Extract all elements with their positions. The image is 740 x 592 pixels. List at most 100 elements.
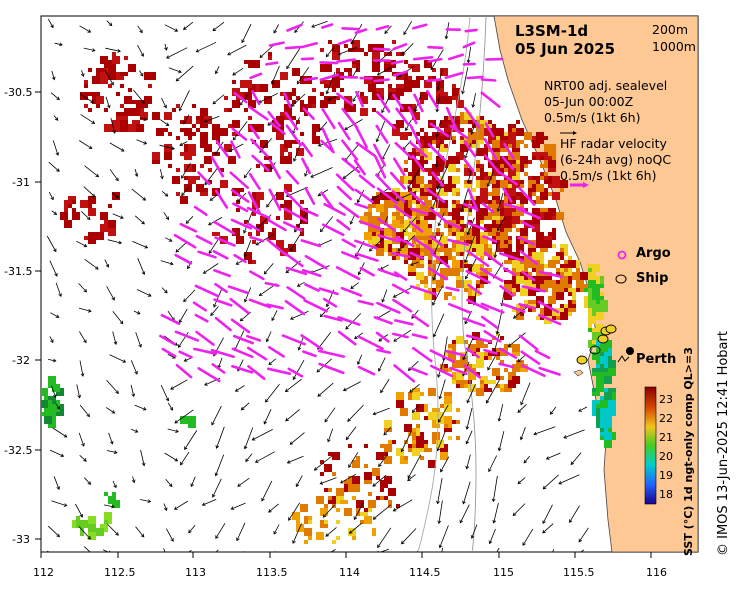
sst-pixel bbox=[456, 100, 464, 108]
sealevel-vector bbox=[136, 139, 147, 145]
sst-pixel bbox=[452, 88, 460, 96]
hf-radar-vector bbox=[429, 235, 443, 247]
sst-pixel bbox=[148, 84, 152, 88]
sst-pixel bbox=[352, 40, 360, 48]
sst-pixel bbox=[568, 292, 572, 296]
sealevel-vector bbox=[412, 405, 419, 413]
hf-radar-vector bbox=[354, 28, 368, 35]
sst-pixel bbox=[360, 512, 364, 516]
sst-pixel bbox=[516, 196, 520, 200]
sealevel-vector bbox=[106, 379, 119, 394]
sst-pixel bbox=[496, 376, 500, 380]
sst-pixel bbox=[556, 284, 564, 292]
sealevel-vector bbox=[273, 24, 279, 34]
hf-radar-vector bbox=[341, 139, 359, 161]
sst-pixel bbox=[500, 384, 504, 388]
sst-pixel bbox=[276, 132, 284, 140]
sst-pixel bbox=[276, 116, 284, 124]
sst-pixel bbox=[108, 496, 116, 504]
sst-pixel bbox=[468, 220, 472, 224]
hf-radar-vector bbox=[335, 266, 361, 281]
sst-pixel bbox=[276, 192, 284, 200]
sst-pixel bbox=[180, 196, 188, 204]
sst-pixel bbox=[608, 360, 616, 368]
hf-radar-vector bbox=[520, 350, 541, 365]
sealevel-vector-head bbox=[497, 418, 502, 422]
hf-radar-vector bbox=[340, 251, 360, 260]
hf-radar-vector bbox=[412, 55, 434, 61]
sealevel-vector-head bbox=[105, 263, 110, 268]
sealevel-vector bbox=[340, 553, 358, 563]
sst-pixel bbox=[468, 128, 472, 132]
sealevel-note-line2: 05-Jun 00:00Z bbox=[544, 94, 634, 109]
hf-radar-vector bbox=[300, 239, 322, 248]
sst-pixel bbox=[420, 216, 424, 220]
sealevel-vector bbox=[372, 474, 387, 487]
sst-pixel bbox=[332, 452, 340, 460]
sealevel-vector-head bbox=[436, 185, 440, 190]
sealevel-vector bbox=[290, 310, 309, 320]
sst-pixel bbox=[504, 280, 508, 284]
hf-radar-vector bbox=[466, 249, 490, 268]
sst-pixel bbox=[324, 520, 328, 524]
sst-pixel bbox=[276, 124, 284, 132]
sealevel-vector-head bbox=[464, 155, 468, 159]
hf-radar-vector bbox=[210, 156, 225, 178]
sst-pixel bbox=[452, 176, 460, 184]
sst-pixel bbox=[108, 84, 112, 88]
sst-pixel bbox=[516, 276, 524, 284]
sst-pixel bbox=[408, 392, 412, 396]
sealevel-vector-head bbox=[464, 275, 469, 280]
hf-radar-vector bbox=[538, 366, 561, 376]
sealevel-vector-head bbox=[507, 343, 512, 348]
sst-pixel bbox=[416, 76, 420, 80]
sealevel-vector bbox=[317, 382, 334, 397]
y-tick-label: -32 bbox=[12, 354, 30, 367]
sst-pixel bbox=[52, 416, 56, 420]
sst-pixel bbox=[588, 312, 592, 316]
sealevel-vector bbox=[202, 499, 217, 506]
sealevel-vector-head bbox=[112, 130, 116, 134]
sst-pixel bbox=[444, 444, 448, 448]
sealevel-vector bbox=[377, 527, 392, 548]
sst-pixel bbox=[544, 208, 548, 212]
sst-pixel bbox=[524, 280, 532, 288]
hf-radar-vector bbox=[427, 143, 447, 162]
sealevel-vector-head bbox=[517, 555, 520, 558]
sst-pixel bbox=[296, 148, 304, 156]
sealevel-vector-head bbox=[90, 99, 94, 103]
sst-pixel bbox=[388, 488, 396, 496]
hf-radar-vector bbox=[194, 284, 219, 298]
sst-pixel bbox=[440, 272, 448, 280]
sealevel-vector bbox=[111, 192, 119, 199]
sealevel-vector bbox=[166, 47, 188, 59]
sst-pixel bbox=[44, 408, 48, 412]
sealevel-vector-head bbox=[345, 326, 349, 330]
hf-radar-vector bbox=[247, 346, 268, 361]
hf-radar-vector bbox=[304, 254, 328, 270]
sst-pixel bbox=[268, 232, 276, 240]
sst-pixel bbox=[440, 120, 448, 128]
sealevel-vector bbox=[167, 402, 173, 411]
hf-radar-vector bbox=[193, 347, 217, 356]
sst-pixel bbox=[456, 200, 460, 204]
sst-pixel bbox=[492, 380, 496, 384]
sealevel-vector bbox=[168, 67, 182, 73]
sealevel-vector bbox=[215, 454, 225, 476]
sealevel-vector-head bbox=[259, 54, 264, 59]
sealevel-vector-head bbox=[319, 228, 324, 233]
sealevel-vector-head bbox=[178, 69, 182, 74]
sealevel-vector-head bbox=[63, 503, 68, 507]
sst-pixel bbox=[452, 248, 456, 252]
hf-radar-vector bbox=[302, 107, 315, 120]
sst-pixel bbox=[540, 252, 544, 256]
sealevel-vector bbox=[161, 190, 168, 197]
hf-radar-vector bbox=[467, 188, 479, 212]
sealevel-vector bbox=[215, 523, 226, 539]
sealevel-vector bbox=[159, 144, 175, 150]
sst-pixel bbox=[600, 300, 608, 308]
sst-pixel bbox=[380, 444, 384, 448]
sealevel-vector-head bbox=[87, 536, 91, 540]
sealevel-vector-head bbox=[56, 168, 60, 172]
sealevel-vector bbox=[81, 211, 91, 220]
